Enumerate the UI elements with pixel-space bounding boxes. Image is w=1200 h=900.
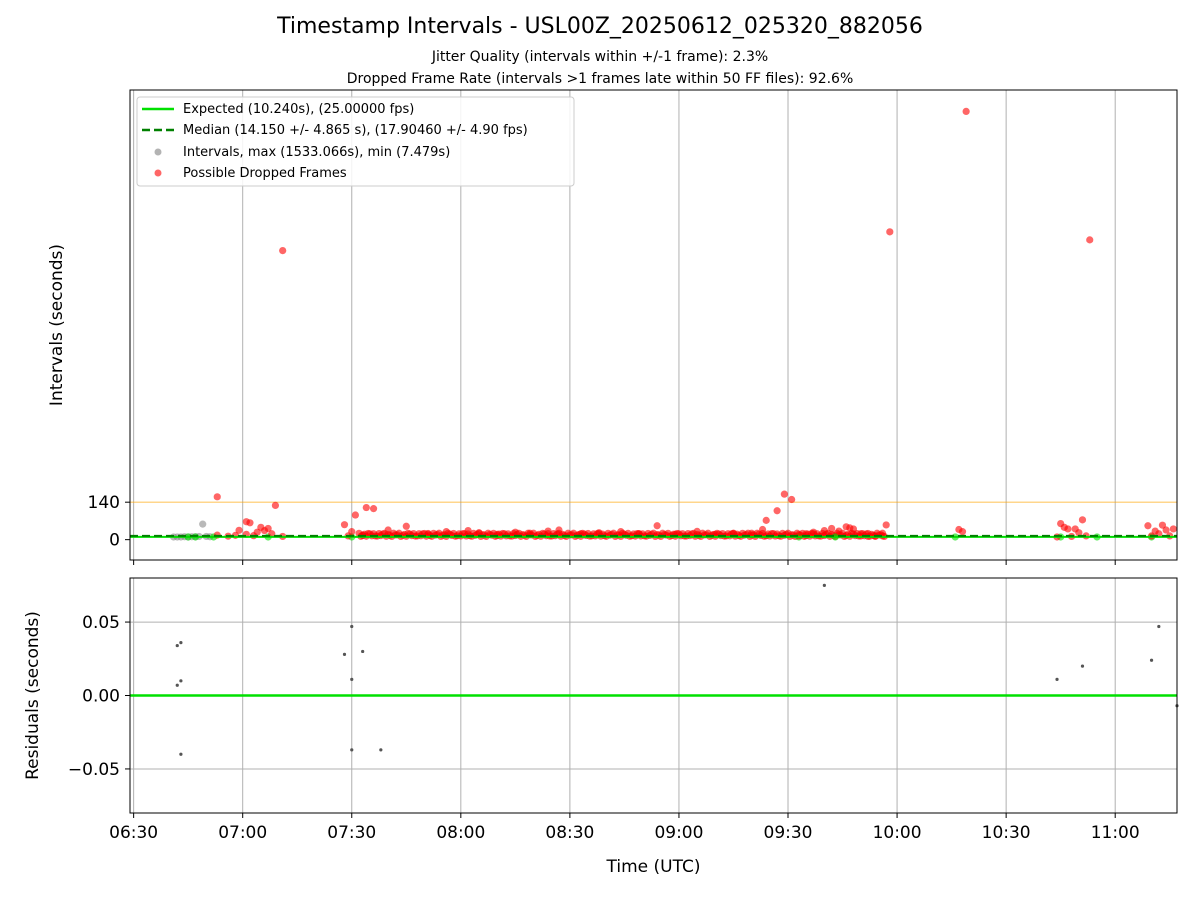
- dropped-frame-point: [1144, 522, 1152, 530]
- dropped-frame-point: [617, 528, 625, 536]
- dropped-frame-point: [788, 495, 796, 504]
- dropped-frame-point: [693, 527, 701, 535]
- legend-label-intervals: Intervals, max (1533.066s), min (7.479s): [183, 145, 450, 160]
- residual-point: [350, 748, 354, 752]
- dropped-frame-point: [511, 528, 519, 536]
- dropped-frame-point: [595, 529, 603, 537]
- dropped-frame-point: [213, 493, 221, 501]
- dropped-frame-point: [1162, 526, 1170, 534]
- jitter-quality-subtitle: Jitter Quality (intervals within +/-1 fr…: [431, 49, 769, 65]
- bottom-y-tick-label: 0.05: [82, 613, 120, 633]
- bottom-y-tick-label: −0.05: [68, 760, 120, 780]
- dropped-frame-point: [780, 490, 788, 498]
- dropped-frame-point: [362, 503, 370, 512]
- dropped-frame-point: [348, 528, 356, 536]
- dropped-frame-point: [1075, 529, 1083, 537]
- dropped-frame-point: [246, 519, 254, 527]
- x-tick-label: 07:30: [327, 823, 376, 843]
- residual-point: [179, 641, 183, 645]
- residual-point: [179, 679, 183, 683]
- legend-label-median: Median (14.150 +/- 4.865 s), (17.90460 +…: [183, 123, 528, 138]
- dropped-frame-point: [820, 526, 828, 535]
- residual-point: [822, 583, 826, 587]
- dropped-frame-rate-subtitle: Dropped Frame Rate (intervals >1 frames …: [346, 71, 854, 87]
- top-y-axis-label: Intervals (seconds): [47, 244, 67, 406]
- x-tick-label: 10:30: [982, 823, 1031, 843]
- dropped-frame-point: [271, 501, 280, 509]
- dropped-frame-point: [1078, 516, 1087, 524]
- legend-intervals-marker: [154, 148, 162, 156]
- dropped-frame-point: [235, 526, 243, 534]
- dropped-frame-point: [442, 528, 450, 536]
- bottom-y-axis-label: Residuals (seconds): [23, 611, 43, 780]
- dropped-frame-point: [369, 505, 378, 513]
- dropped-frame-point: [773, 507, 781, 515]
- x-tick-label: 11:00: [1091, 823, 1140, 843]
- residual-point: [175, 683, 179, 687]
- dropped-frame-point: [555, 526, 563, 534]
- legend-label-expected: Expected (10.240s), (25.00000 fps): [183, 102, 414, 117]
- residual-point: [1157, 624, 1161, 629]
- bottom-y-tick-label: 0.00: [82, 687, 120, 707]
- residual-point: [1055, 677, 1059, 681]
- residual-point: [361, 649, 365, 654]
- dropped-frame-point: [1086, 236, 1094, 244]
- dropped-frame-point: [762, 516, 770, 524]
- dropped-frame-point: [962, 107, 970, 116]
- dropped-frame-point: [264, 524, 272, 533]
- residual-point: [342, 652, 347, 656]
- dropped-frame-point: [544, 527, 552, 535]
- x-tick-label: 09:00: [654, 823, 703, 843]
- dropped-frame-point: [424, 529, 432, 538]
- dropped-frame-point: [279, 246, 287, 255]
- legend: Expected (10.240s), (25.00000 fps) Media…: [136, 96, 575, 187]
- residual-point: [1080, 664, 1085, 668]
- dropped-frame-point: [1169, 525, 1177, 533]
- intervals-panel: 0 140 Intervals (seconds): [47, 89, 1178, 565]
- residual-point: [175, 643, 179, 648]
- dropped-frame-point: [809, 528, 818, 536]
- x-tick-label: 07:00: [218, 823, 267, 843]
- dropped-frame-point: [1064, 525, 1072, 533]
- dropped-frame-point: [402, 522, 410, 530]
- dropped-frame-point: [384, 526, 392, 534]
- chart-title: Timestamp Intervals - USL00Z_20250612_02…: [277, 14, 923, 39]
- dropped-frame-point: [886, 228, 894, 236]
- legend-box: [136, 96, 575, 187]
- top-plot-frame: [129, 89, 1178, 561]
- residual-point: [1149, 658, 1154, 662]
- dropped-frame-point: [958, 528, 967, 536]
- residual-point: [350, 677, 354, 681]
- x-axis-label: Time (UTC): [606, 857, 701, 877]
- x-tick-label: 08:30: [545, 823, 594, 843]
- dropped-frame-point: [835, 527, 843, 535]
- dropped-frame-point: [475, 529, 483, 537]
- dropped-frame-point: [351, 511, 359, 519]
- x-tick-label: 06:30: [109, 823, 158, 843]
- residual-point: [379, 748, 383, 752]
- residual-point: [179, 752, 183, 756]
- dropped-frame-point: [828, 524, 836, 533]
- x-tick-label: 09:30: [764, 823, 813, 843]
- dropped-frame-point: [340, 521, 349, 529]
- dropped-frame-point: [464, 526, 472, 535]
- legend-label-dropped: Possible Dropped Frames: [183, 166, 347, 181]
- residuals-panel: −0.05 0.00 0.05 06:30 07:00 07:30 08:00 08:30 09…: [23, 577, 1179, 877]
- x-tick-label: 10:00: [873, 823, 922, 843]
- top-y-tick-label: 140: [88, 493, 120, 513]
- legend-dropped-marker: [154, 169, 162, 177]
- dropped-frame-point: [849, 525, 858, 533]
- dropped-frame-point: [758, 525, 767, 534]
- interval-point: [199, 520, 207, 528]
- x-tick-label: 08:00: [436, 823, 485, 843]
- dropped-frame-point: [653, 522, 661, 530]
- residual-point: [350, 624, 354, 629]
- top-y-tick-label: 0: [109, 531, 120, 551]
- dropped-frame-point: [882, 521, 890, 529]
